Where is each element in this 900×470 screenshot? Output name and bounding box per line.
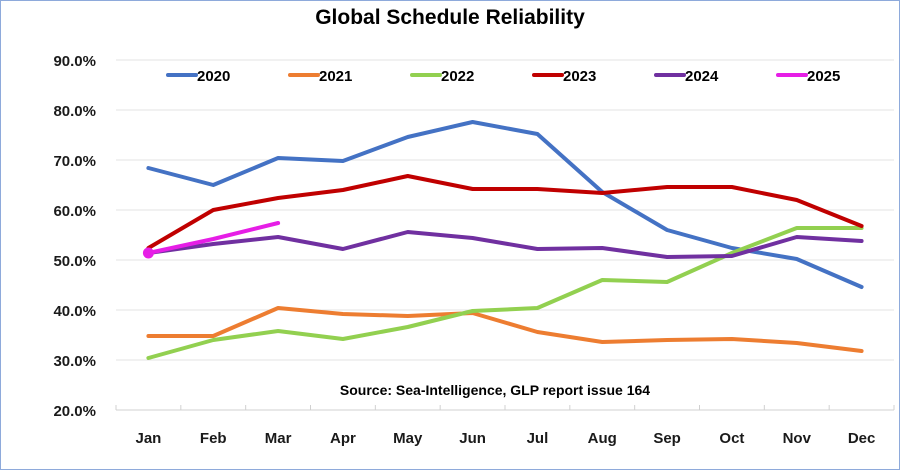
legend-label-2024: 2024 — [685, 68, 719, 85]
y-tick-label: 60.0% — [53, 203, 96, 220]
x-axis: Jan Feb Mar Apr May Jun Jul Aug Sep Oct Nov Dec — [115, 405, 895, 447]
legend-label-2020: 2020 — [197, 68, 230, 85]
x-tick-label: Jun — [459, 430, 486, 447]
y-axis: 20.0% 30.0% 40.0% 50.0% 60.0% 70.0% 80.0% 90.0% — [53, 53, 96, 420]
x-tick-label: May — [393, 430, 423, 447]
x-tick-label: Mar — [265, 430, 292, 447]
y-tick-label: 30.0% — [53, 353, 96, 370]
series-lines — [142, 120, 864, 360]
x-tick-label: Jul — [527, 430, 549, 447]
x-tick-label: Apr — [330, 430, 356, 447]
legend: 2020 2021 2022 2023 2024 2025 — [166, 68, 840, 85]
series-line-2023 — [146, 174, 864, 250]
x-tick-label: Feb — [200, 430, 227, 447]
series-line-2022 — [146, 226, 864, 360]
y-tick-label: 50.0% — [53, 253, 96, 270]
y-tick-label: 90.0% — [53, 53, 96, 70]
x-tick-label: Aug — [588, 430, 617, 447]
chart-title: Global Schedule Reliability — [315, 6, 585, 29]
y-tick-label: 70.0% — [53, 153, 96, 170]
y-tick-label: 40.0% — [53, 303, 96, 320]
legend-label-2021: 2021 — [319, 68, 352, 85]
x-tick-label: Nov — [783, 430, 812, 447]
y-tick-label: 80.0% — [53, 103, 96, 120]
legend-label-2025: 2025 — [807, 68, 840, 85]
legend-label-2023: 2023 — [563, 68, 596, 85]
x-tick-label: Oct — [719, 430, 744, 447]
series-line-2020 — [146, 120, 864, 289]
legend-label-2022: 2022 — [441, 68, 474, 85]
y-tick-label: 20.0% — [53, 403, 96, 420]
source-annotation: Source: Sea-Intelligence, GLP report iss… — [340, 382, 650, 398]
x-tick-label: Dec — [848, 430, 876, 447]
series-line-2021 — [146, 306, 864, 353]
series-line-2024 — [146, 230, 864, 259]
data-point-2025 — [142, 247, 154, 259]
x-tick-label: Sep — [653, 430, 681, 447]
x-tick-label: Jan — [135, 430, 161, 447]
